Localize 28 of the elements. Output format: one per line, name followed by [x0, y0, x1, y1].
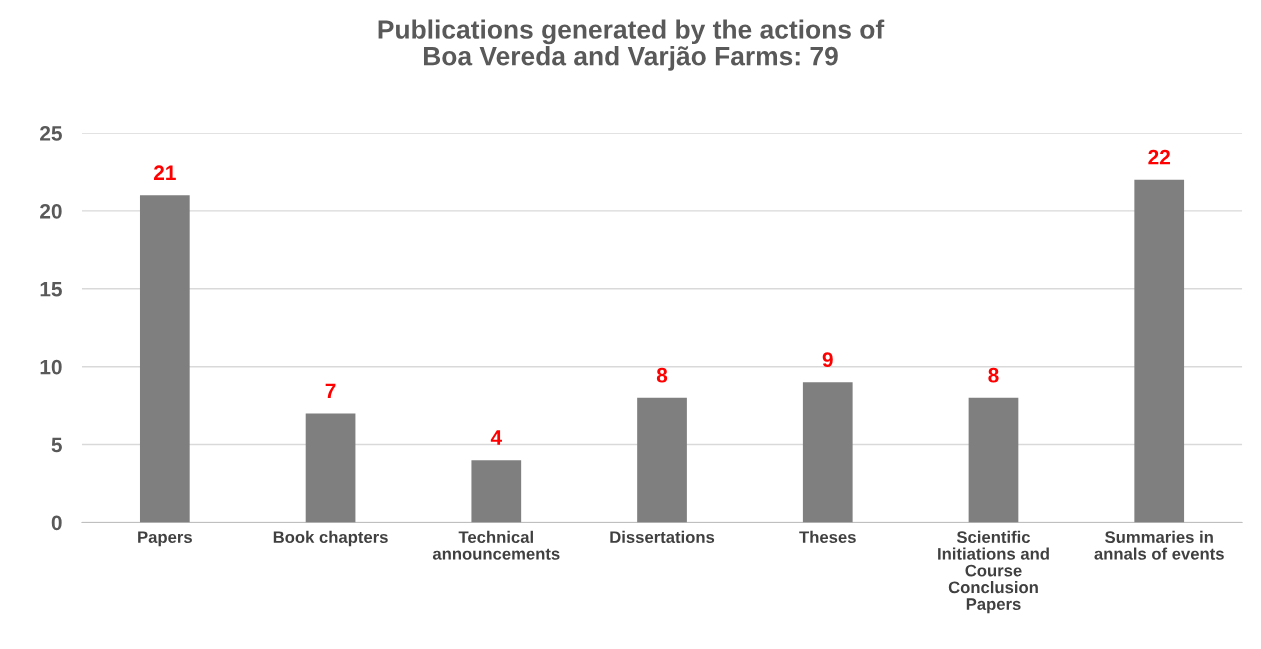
x-tick-label: Dissertations [610, 530, 715, 544]
bar [1134, 179, 1185, 523]
y-tick-label: 5 [51, 437, 62, 453]
bar [471, 460, 522, 523]
data-label: 8 [988, 367, 999, 383]
bar [802, 382, 853, 523]
bar [637, 397, 687, 523]
y-tick-label: 20 [40, 203, 62, 219]
x-tick-label: Scientific Initiations and Course Conclusion Papers [938, 530, 1049, 614]
data-label: 8 [656, 367, 668, 383]
y-tick-label: 0 [51, 515, 62, 531]
x-tick-label: Technical announcements [432, 530, 560, 560]
bar [305, 413, 356, 523]
bar [968, 397, 1019, 523]
x-tick-label: Papers [138, 531, 192, 547]
y-tick-label: 25 [40, 126, 62, 141]
data-label: 22 [1148, 149, 1170, 165]
bar [139, 195, 190, 523]
data-label: 9 [822, 352, 833, 368]
x-tick-label: Book chapters [273, 530, 388, 547]
data-label: 21 [153, 165, 176, 180]
y-tick-label: 10 [40, 359, 62, 375]
chart-title: Publications generated by the actions of Boa Vereda and Varjão Farms: 79 [378, 19, 885, 71]
x-tick-label: Summaries in annals of events [1094, 530, 1224, 560]
data-label: 4 [490, 430, 502, 445]
data-label: 7 [325, 383, 336, 398]
x-tick-label: Theses [799, 530, 856, 544]
y-tick-label: 15 [40, 282, 62, 297]
